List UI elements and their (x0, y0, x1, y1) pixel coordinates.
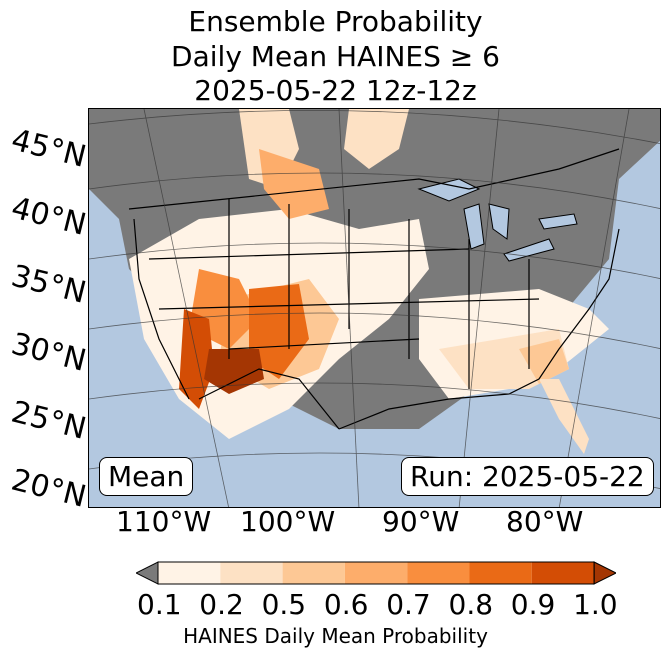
lat-label-30: 30°N (7, 326, 90, 379)
colorbar (136, 561, 616, 585)
colorbar-tick-label: 0.1 (137, 588, 182, 621)
colorbar-tick-label: 0.2 (199, 588, 244, 621)
colorbar-segment-6 (531, 562, 595, 584)
lat-label-45: 45°N (7, 122, 90, 175)
colorbar-segment-2 (282, 562, 345, 584)
mean-label: Mean (99, 457, 194, 496)
probability-map: Mean Run: 2025-05-22 (88, 108, 661, 508)
colorbar-segment-3 (344, 562, 408, 584)
great-lakes (417, 178, 578, 262)
title-line-2: Daily Mean HAINES ≥ 6 (171, 40, 500, 73)
colorbar-tick-label: 0.8 (448, 588, 494, 621)
probability-cells (129, 109, 609, 454)
colorbar-tick-label: 0.6 (323, 588, 369, 621)
colorbar-tick-label: 1.0 (573, 588, 618, 621)
colorbar-segment-0 (158, 562, 221, 584)
title-line-1: Ensemble Probability (188, 5, 483, 38)
colorbar-segment-1 (220, 562, 283, 584)
colorbar-over-arrow (593, 561, 616, 585)
colorbar-tick-label: 0.9 (510, 588, 556, 621)
colorbar-segment-4 (407, 562, 470, 584)
lon-label-110: 110°W (116, 505, 212, 538)
lon-label-80: 80°W (506, 505, 584, 538)
lat-label-20: 20°N (7, 462, 90, 515)
lon-label-90: 90°W (382, 505, 460, 538)
colorbar-under-arrow (136, 561, 159, 585)
run-label: Run: 2025-05-22 (401, 457, 654, 496)
lon-label-100: 100°W (240, 505, 336, 538)
colorbar-tick-label: 0.7 (386, 588, 431, 621)
colorbar-label: HAINES Daily Mean Probability (183, 624, 488, 648)
lat-label-35: 35°N (7, 258, 90, 311)
title-line-3: 2025-05-22 12z-12z (194, 74, 477, 107)
lat-label-25: 25°N (7, 394, 90, 447)
colorbar-tick-label: 0.5 (261, 588, 307, 621)
colorbar-frame (157, 561, 595, 585)
map-canvas (89, 109, 660, 507)
lat-label-40: 40°N (7, 190, 90, 243)
colorbar-segment-5 (469, 562, 532, 584)
political-borders (128, 148, 620, 430)
